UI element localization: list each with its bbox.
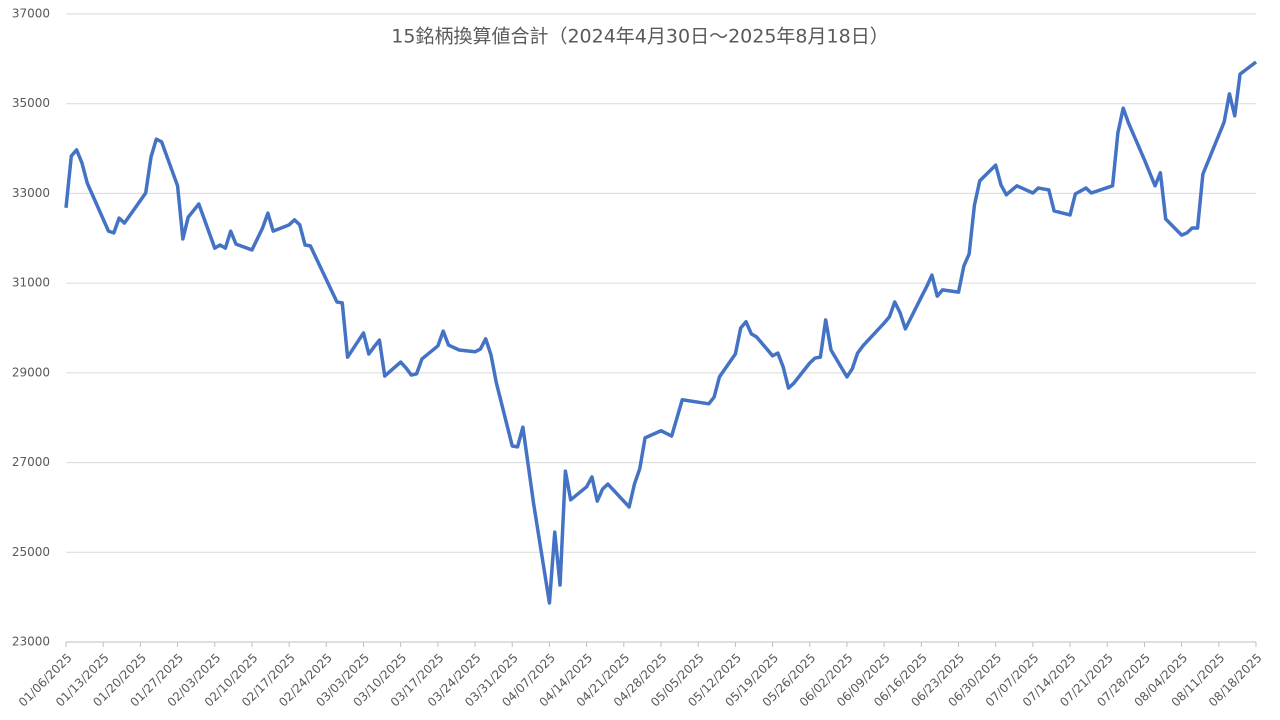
y-tick-label: 29000 xyxy=(12,365,50,379)
y-tick-label: 23000 xyxy=(12,635,50,649)
y-tick-label: 31000 xyxy=(12,276,50,290)
y-tick-label: 35000 xyxy=(12,96,50,110)
y-tick-label: 37000 xyxy=(12,7,50,21)
data-line xyxy=(64,60,1258,605)
chart-title: 15銘柄換算値合計（2024年4月30日～2025年8月18日） xyxy=(391,26,888,48)
y-tick-label: 33000 xyxy=(12,186,50,200)
y-tick-label: 27000 xyxy=(12,455,50,469)
y-tick-label: 25000 xyxy=(12,545,50,559)
